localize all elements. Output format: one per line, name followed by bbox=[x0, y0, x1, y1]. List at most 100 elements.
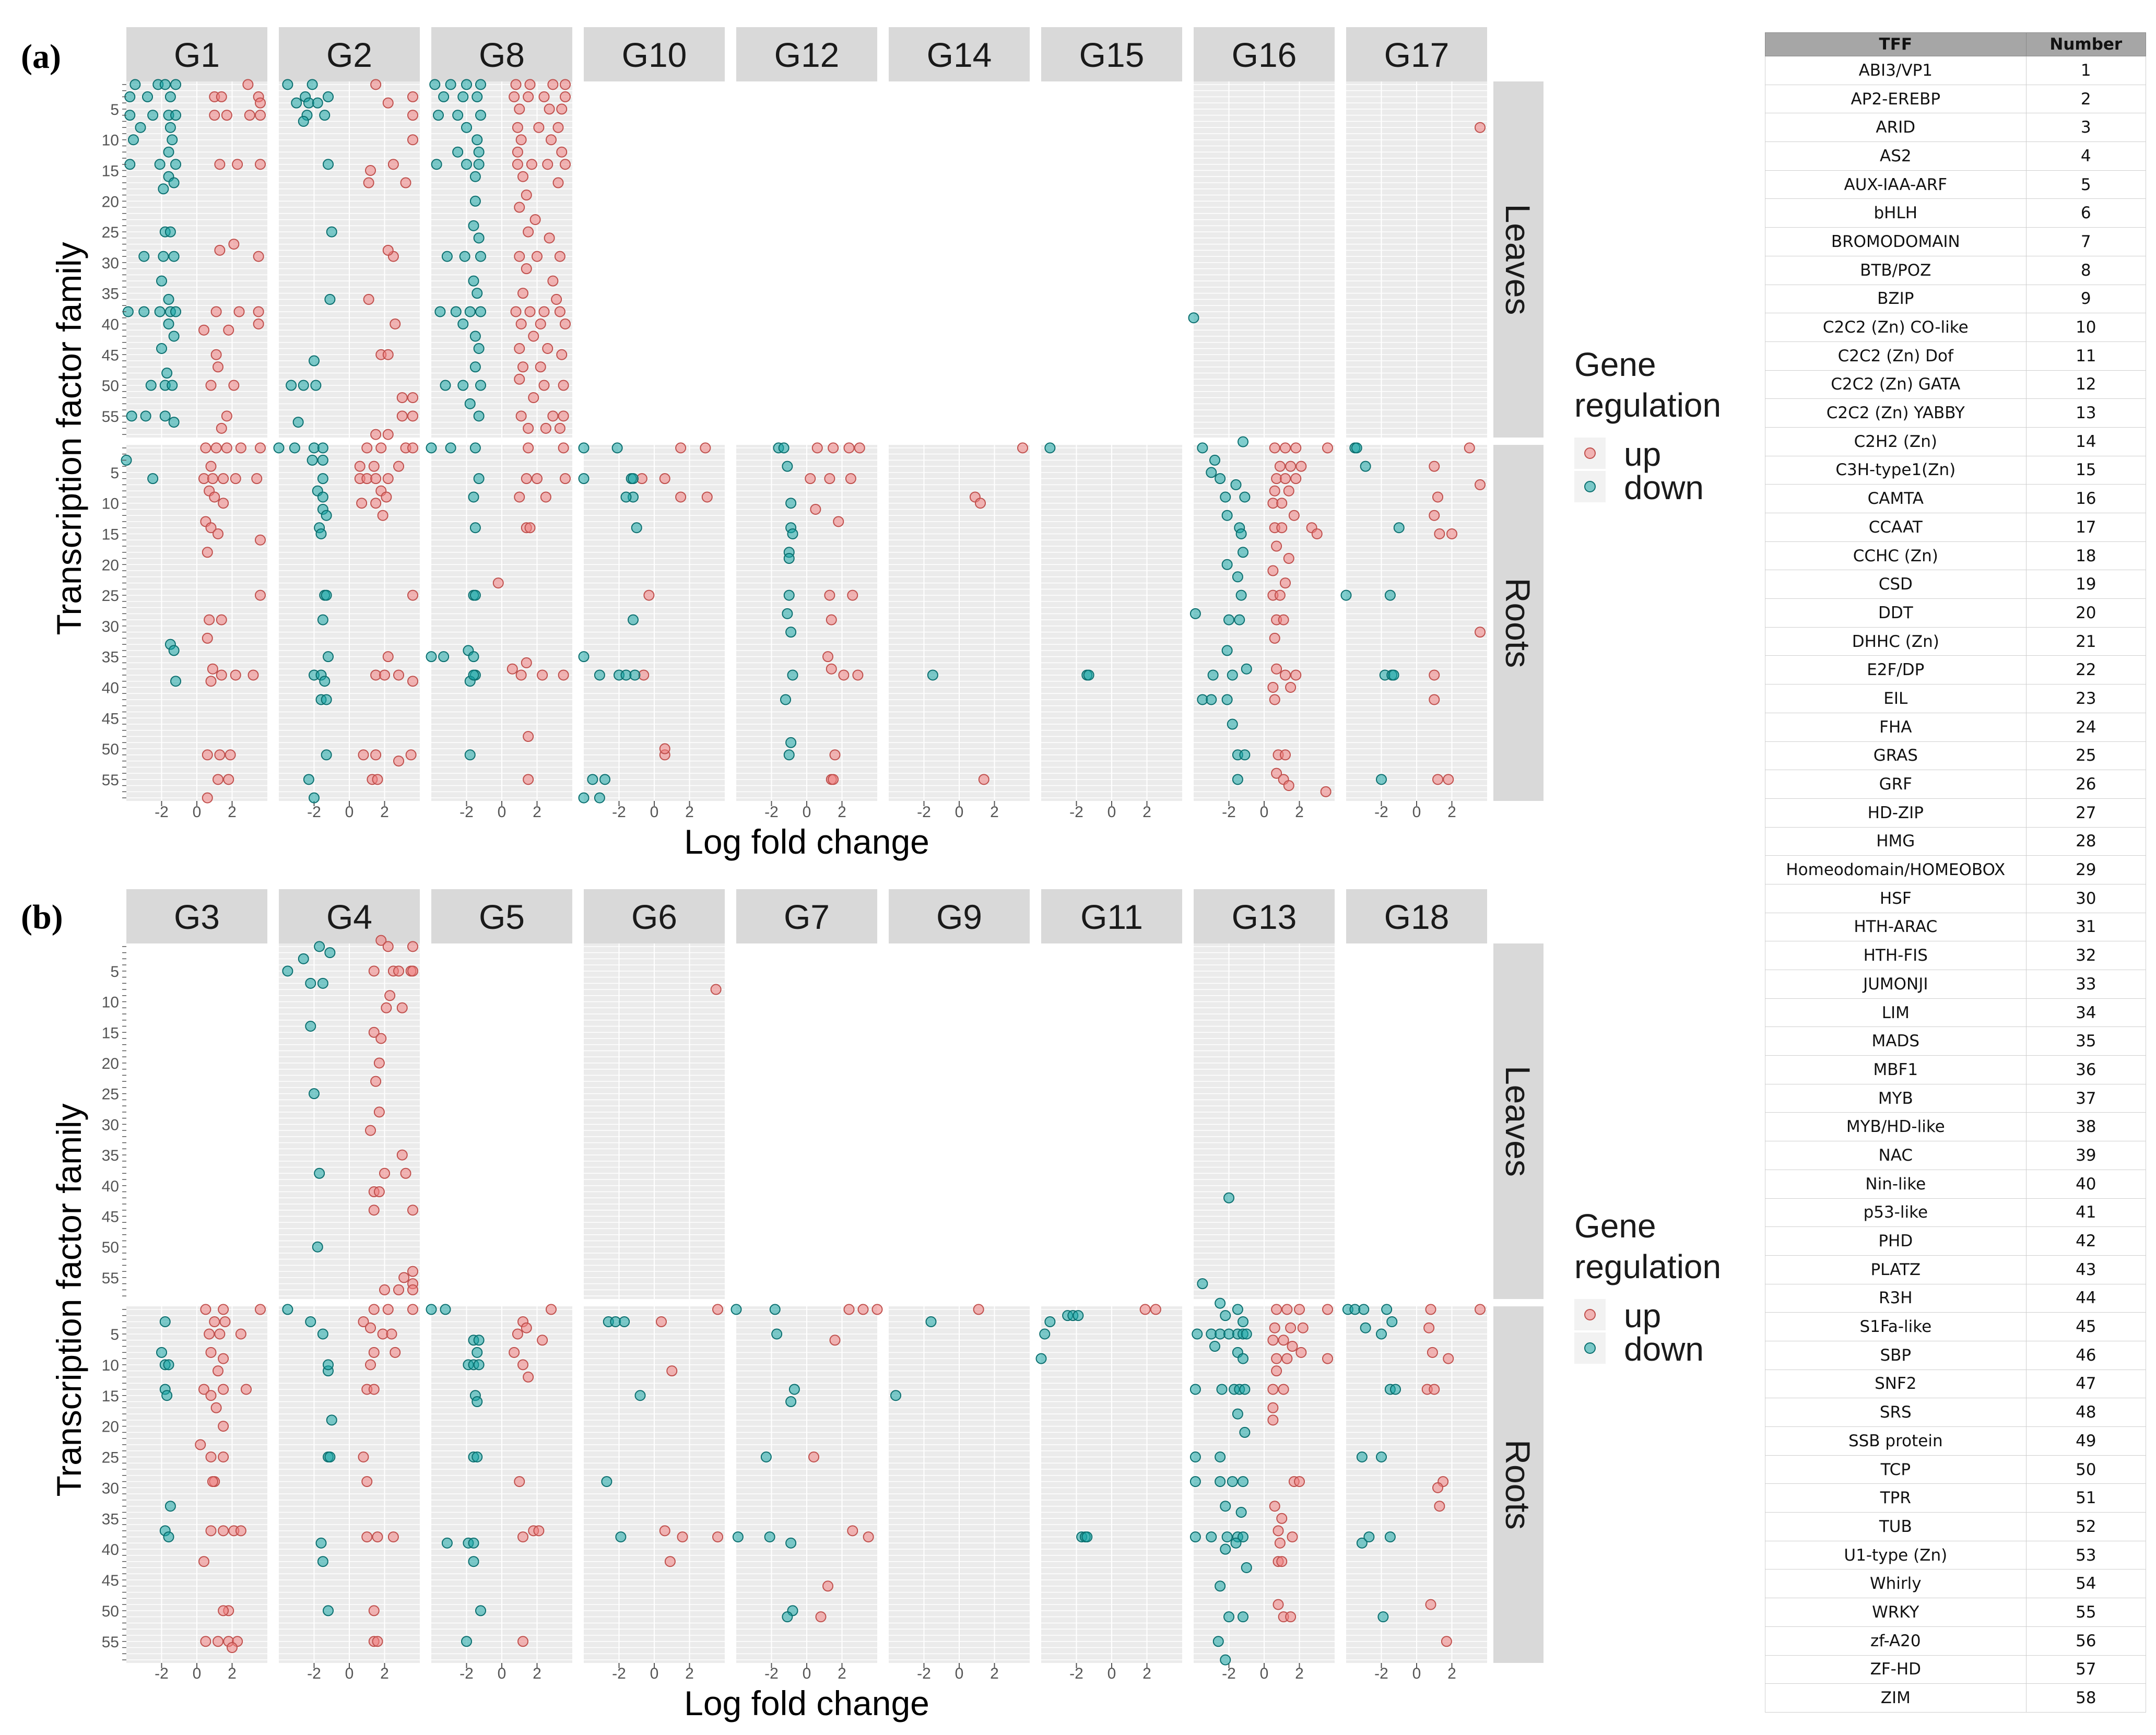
data-point-down bbox=[1227, 718, 1238, 730]
y-tick-label: 30 bbox=[102, 1480, 119, 1497]
data-point-up bbox=[1269, 1501, 1280, 1512]
data-point-up bbox=[560, 79, 571, 90]
data-point-up bbox=[210, 442, 222, 454]
data-point-down bbox=[594, 792, 605, 804]
x-axis-label: Log fold change bbox=[684, 1684, 929, 1722]
tff-number-cell: 58 bbox=[2025, 1683, 2147, 1713]
data-point-down bbox=[620, 491, 632, 503]
data-point-down bbox=[468, 669, 479, 681]
table-row: AUX-IAA-ARF 5 bbox=[1765, 170, 2147, 199]
data-point-up bbox=[843, 442, 855, 454]
data-point-up bbox=[556, 146, 568, 158]
tff-number-cell: 46 bbox=[2025, 1341, 2147, 1370]
data-point-down bbox=[472, 1347, 483, 1358]
data-point-down bbox=[731, 1304, 742, 1315]
data-point-down bbox=[1381, 1304, 1393, 1315]
data-point-up bbox=[213, 528, 223, 539]
data-point-up bbox=[251, 473, 263, 485]
data-point-down bbox=[1192, 1328, 1203, 1340]
data-point-down bbox=[472, 1396, 483, 1408]
data-point-up bbox=[235, 1328, 246, 1340]
data-point-down bbox=[441, 251, 453, 262]
data-point-up bbox=[845, 473, 856, 485]
tff-number-cell: 50 bbox=[2025, 1455, 2147, 1484]
data-point-up bbox=[1295, 1347, 1307, 1358]
table-row: HMG 28 bbox=[1765, 827, 2147, 856]
table-header-row: TFF Number bbox=[1765, 32, 2147, 56]
data-point-up bbox=[198, 1384, 209, 1395]
data-point-down bbox=[434, 306, 446, 317]
tff-name-cell: TPR bbox=[1765, 1483, 2027, 1513]
data-point-down bbox=[457, 380, 469, 391]
data-point-up bbox=[1285, 461, 1297, 472]
data-point-up bbox=[216, 669, 227, 681]
y-tick-label: 35 bbox=[102, 286, 119, 303]
data-point-down bbox=[785, 627, 797, 638]
y-tick-label: 55 bbox=[102, 408, 119, 426]
data-point-up bbox=[1283, 553, 1294, 564]
data-point-down bbox=[321, 589, 332, 601]
x-tick-label: 0 bbox=[1412, 804, 1421, 821]
data-point-down bbox=[469, 442, 481, 454]
data-point-down bbox=[1215, 473, 1226, 485]
data-point-down bbox=[142, 91, 153, 102]
data-point-up bbox=[517, 361, 528, 373]
data-point-up bbox=[255, 1304, 266, 1315]
data-point-up bbox=[202, 749, 213, 761]
data-point-up bbox=[517, 1359, 528, 1371]
data-point-up bbox=[1322, 1353, 1333, 1364]
data-point-up bbox=[253, 306, 264, 317]
data-point-up bbox=[233, 306, 245, 317]
data-point-up bbox=[370, 79, 382, 90]
data-point-down bbox=[129, 79, 141, 90]
data-point-up bbox=[393, 461, 404, 472]
data-point-up bbox=[514, 373, 525, 385]
data-point-up bbox=[546, 134, 557, 146]
data-point-up bbox=[643, 589, 655, 601]
data-point-down bbox=[1220, 1543, 1231, 1555]
table-row: HTH-FIS 32 bbox=[1765, 941, 2147, 970]
data-point-up bbox=[1267, 1402, 1279, 1413]
data-point-up bbox=[356, 498, 368, 509]
data-point-down bbox=[473, 159, 485, 170]
data-point-up bbox=[533, 122, 545, 133]
data-point-up bbox=[1280, 473, 1291, 485]
data-point-up bbox=[407, 1284, 418, 1295]
data-point-up bbox=[235, 442, 246, 454]
data-point-down bbox=[1189, 1531, 1201, 1543]
data-point-up bbox=[396, 1149, 408, 1161]
data-point-down bbox=[787, 528, 798, 539]
data-point-down bbox=[309, 1088, 320, 1100]
data-point-down bbox=[317, 1328, 328, 1340]
y-tick-label: 15 bbox=[102, 1388, 119, 1405]
data-point-down bbox=[1230, 479, 1242, 490]
tff-number-cell: 9 bbox=[2025, 285, 2147, 314]
data-point-up bbox=[547, 79, 559, 90]
data-point-up bbox=[1423, 1322, 1435, 1333]
data-point-down bbox=[1073, 1310, 1084, 1321]
facet-strip bbox=[1041, 889, 1182, 943]
data-point-up bbox=[200, 442, 211, 454]
tff-number-cell: 22 bbox=[2025, 655, 2147, 685]
data-point-up bbox=[218, 1451, 229, 1463]
data-point-up bbox=[361, 1531, 373, 1543]
table-row: CCHC (Zn) 18 bbox=[1765, 541, 2147, 571]
tff-number-cell: 35 bbox=[2025, 1026, 2147, 1056]
x-tick-label: 0 bbox=[1108, 1665, 1116, 1682]
y-tick-label: 45 bbox=[102, 347, 119, 364]
data-point-up bbox=[218, 1421, 229, 1432]
data-point-down bbox=[450, 306, 462, 317]
tff-name-cell: AS2 bbox=[1765, 141, 2027, 171]
tff-number-cell: 19 bbox=[2025, 570, 2147, 599]
data-point-down bbox=[468, 220, 479, 231]
data-point-up bbox=[218, 473, 229, 485]
tff-name-cell: NAC bbox=[1765, 1141, 2027, 1170]
data-point-down bbox=[1238, 1476, 1248, 1488]
data-point-up bbox=[523, 422, 534, 434]
y-tick-label: 45 bbox=[102, 710, 119, 727]
tff-name-cell: AP2-EREBP bbox=[1765, 85, 2027, 114]
data-point-up bbox=[517, 171, 528, 182]
tff-number-cell: 54 bbox=[2025, 1569, 2147, 1599]
data-point-up bbox=[398, 1272, 410, 1283]
table-row: HD-ZIP 27 bbox=[1765, 798, 2147, 828]
